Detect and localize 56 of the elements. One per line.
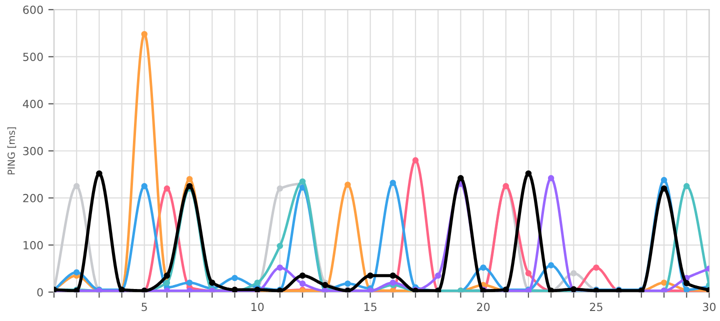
x-tick-label: 25 — [590, 302, 602, 312]
point — [660, 280, 668, 286]
y-axis-title: PING [ms] — [7, 127, 16, 174]
y-tick-label: 0 — [37, 288, 43, 296]
point — [186, 183, 193, 190]
point — [299, 272, 306, 279]
point — [73, 269, 80, 276]
point — [299, 178, 306, 185]
point — [434, 272, 442, 279]
point — [593, 264, 600, 271]
point — [276, 185, 284, 192]
point — [548, 262, 554, 268]
point — [548, 175, 554, 182]
point — [186, 280, 193, 286]
x-tick-label: 15 — [364, 302, 376, 312]
point — [96, 170, 102, 177]
y-tick-label: 600 — [23, 6, 43, 14]
point — [390, 280, 396, 286]
point — [164, 272, 170, 279]
point — [344, 182, 351, 188]
point — [660, 176, 668, 184]
y-tick-label: 200 — [23, 194, 43, 202]
point — [390, 180, 396, 186]
point — [299, 280, 306, 287]
point — [683, 183, 690, 190]
point — [412, 157, 419, 164]
point — [525, 170, 532, 177]
point — [660, 185, 668, 192]
point — [367, 272, 374, 279]
point — [458, 175, 464, 182]
point — [480, 264, 486, 271]
point — [141, 183, 148, 190]
y-tick-label: 500 — [23, 52, 43, 62]
y-tick-label: 100 — [24, 241, 43, 250]
point — [209, 280, 216, 286]
point — [683, 280, 690, 286]
point — [254, 280, 260, 286]
point — [525, 270, 532, 276]
y-tick-label: 300 — [23, 146, 43, 156]
point — [276, 264, 284, 271]
x-tick-label: 20 — [477, 302, 490, 312]
point — [276, 242, 284, 250]
y-tick-label: 400 — [22, 100, 43, 108]
point — [570, 270, 577, 276]
point — [232, 274, 238, 282]
point — [164, 280, 170, 286]
x-tick-label: 30 — [702, 302, 716, 312]
x-tick-label: 5 — [142, 302, 147, 312]
point — [164, 185, 170, 192]
point — [390, 272, 396, 279]
point — [141, 30, 148, 38]
point — [73, 183, 80, 190]
x-tick-label: 10 — [251, 302, 264, 312]
point — [344, 280, 351, 287]
point — [186, 176, 193, 182]
point — [322, 282, 328, 288]
